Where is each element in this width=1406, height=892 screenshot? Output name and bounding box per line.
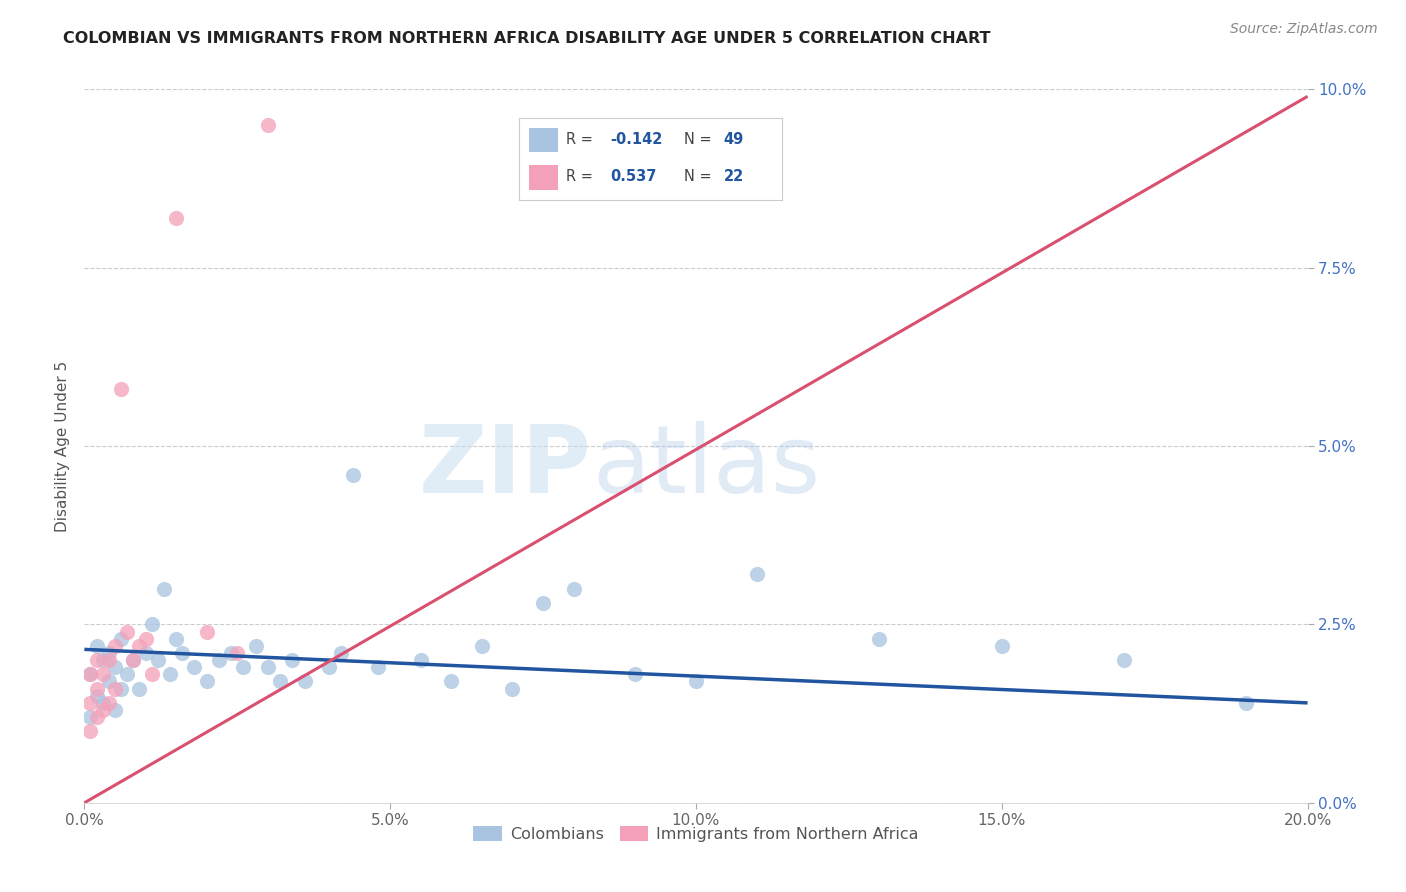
Point bbox=[219, 646, 242, 660]
Point bbox=[122, 653, 145, 667]
Point bbox=[97, 646, 120, 660]
Point bbox=[318, 660, 340, 674]
Point bbox=[1236, 696, 1258, 710]
Point bbox=[257, 660, 280, 674]
Point bbox=[79, 696, 101, 710]
Point bbox=[195, 624, 218, 639]
Point bbox=[91, 696, 114, 710]
Point bbox=[685, 674, 707, 689]
Text: COLOMBIAN VS IMMIGRANTS FROM NORTHERN AFRICA DISABILITY AGE UNDER 5 CORRELATION : COLOMBIAN VS IMMIGRANTS FROM NORTHERN AF… bbox=[63, 31, 991, 46]
Point bbox=[135, 632, 157, 646]
Point bbox=[294, 674, 316, 689]
Point bbox=[141, 667, 163, 681]
Point bbox=[115, 624, 138, 639]
Point bbox=[86, 653, 108, 667]
Point bbox=[440, 674, 463, 689]
Point bbox=[86, 639, 108, 653]
Point bbox=[624, 667, 647, 681]
Point bbox=[165, 211, 187, 225]
Point bbox=[110, 382, 132, 396]
Point bbox=[110, 632, 132, 646]
Point bbox=[367, 660, 389, 674]
Point bbox=[245, 639, 267, 653]
Y-axis label: Disability Age Under 5: Disability Age Under 5 bbox=[55, 360, 70, 532]
Point bbox=[531, 596, 554, 610]
Point bbox=[104, 703, 127, 717]
Point bbox=[330, 646, 353, 660]
Point bbox=[153, 582, 176, 596]
Point bbox=[159, 667, 181, 681]
Point bbox=[502, 681, 524, 696]
Point bbox=[115, 667, 138, 681]
Point bbox=[86, 681, 108, 696]
Point bbox=[110, 681, 132, 696]
Point bbox=[79, 667, 101, 681]
Text: ZIP: ZIP bbox=[419, 421, 592, 514]
Point bbox=[991, 639, 1014, 653]
Point bbox=[172, 646, 194, 660]
Point bbox=[104, 660, 127, 674]
Point bbox=[1114, 653, 1136, 667]
Point bbox=[562, 582, 585, 596]
Point bbox=[86, 689, 108, 703]
Point bbox=[869, 632, 891, 646]
Point bbox=[86, 710, 108, 724]
Point bbox=[79, 667, 101, 681]
Text: Source: ZipAtlas.com: Source: ZipAtlas.com bbox=[1230, 22, 1378, 37]
Text: atlas: atlas bbox=[592, 421, 820, 514]
Point bbox=[226, 646, 249, 660]
Legend: Colombians, Immigrants from Northern Africa: Colombians, Immigrants from Northern Afr… bbox=[467, 820, 925, 848]
Point bbox=[79, 724, 101, 739]
Point bbox=[141, 617, 163, 632]
Point bbox=[342, 467, 364, 482]
Point bbox=[269, 674, 291, 689]
Point bbox=[135, 646, 157, 660]
Point bbox=[232, 660, 254, 674]
Point bbox=[104, 681, 127, 696]
Point bbox=[165, 632, 187, 646]
Point bbox=[97, 674, 120, 689]
Point bbox=[91, 653, 114, 667]
Point bbox=[409, 653, 432, 667]
Point bbox=[281, 653, 304, 667]
Point bbox=[122, 653, 145, 667]
Point bbox=[128, 639, 150, 653]
Point bbox=[79, 710, 101, 724]
Point bbox=[128, 681, 150, 696]
Point bbox=[146, 653, 169, 667]
Point bbox=[208, 653, 231, 667]
Point bbox=[91, 667, 114, 681]
Point bbox=[97, 653, 120, 667]
Point bbox=[747, 567, 769, 582]
Point bbox=[183, 660, 205, 674]
Point bbox=[257, 118, 280, 132]
Point bbox=[97, 696, 120, 710]
Point bbox=[471, 639, 494, 653]
Point bbox=[104, 639, 127, 653]
Point bbox=[195, 674, 218, 689]
Point bbox=[91, 703, 114, 717]
